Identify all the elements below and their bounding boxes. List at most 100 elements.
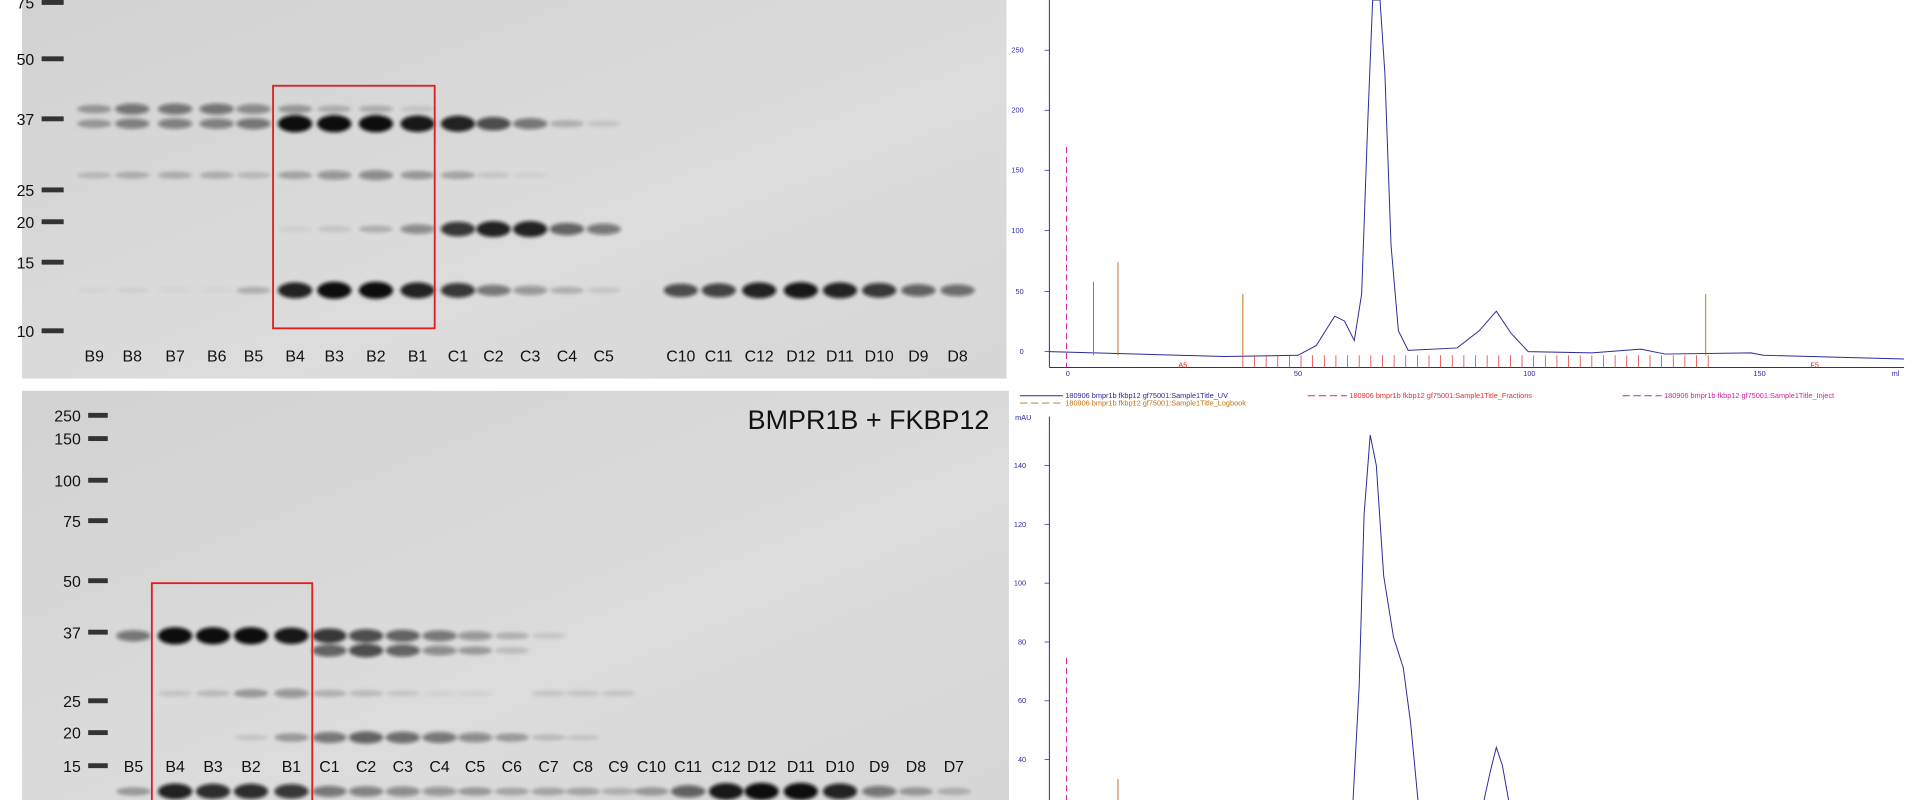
band [476,221,511,238]
band [317,226,352,233]
lane-label: B5 [244,348,264,365]
lane-label: C12 [745,348,774,365]
band [358,281,394,299]
lane-label: C3 [393,759,413,776]
band [822,783,858,800]
band [400,105,435,113]
lane-label: B4 [285,348,305,365]
band [233,734,269,741]
band [77,171,112,179]
y-tick-label: 80 [1018,637,1026,646]
band [936,787,972,796]
marker-label: 50 [63,574,81,591]
y-tick-label: 60 [1018,696,1026,705]
y-tick-label: 200 [1011,106,1023,115]
bottom-chromatogram [1048,416,1510,800]
band [233,689,269,698]
lane-label: C12 [712,759,741,776]
band [348,786,384,797]
band [513,221,548,238]
bands [77,103,975,800]
band [77,288,111,293]
y-tick-label: 0 [1020,347,1024,356]
band [940,284,975,297]
band [457,646,493,655]
lane-label: D11 [787,759,815,776]
gel-title: BMPR1B + FKBP12 [748,405,990,435]
marker-label: 50 [17,52,35,69]
band [513,285,548,295]
band [200,288,234,293]
x-tick-label: 100 [1523,369,1535,378]
top-chromatogram [1048,0,1905,369]
band [115,103,150,115]
band [422,732,457,744]
band [199,103,234,115]
lane-label: C10 [637,759,666,776]
ladder-band [41,0,64,5]
ladder-band [41,187,64,193]
band [494,647,529,654]
band [274,733,309,742]
band [358,105,394,113]
band [783,282,818,299]
y-tick-label: 100 [1014,579,1026,588]
band [77,119,112,129]
x-tick-label: 50 [1294,369,1302,378]
band [277,171,313,180]
lane-label: B9 [85,348,105,365]
band [531,734,566,741]
band [358,225,394,233]
lane-label: C8 [573,759,593,776]
band [385,690,420,697]
ladder-band [88,477,108,483]
band [422,645,457,656]
band [586,120,621,127]
marker-label: 150 [54,432,81,449]
top-gel [22,0,1007,379]
band [422,630,457,642]
band [422,690,457,697]
legend-label: 180906 bmpr1b fkbp12 gf75001:Sample1Titl… [1664,391,1834,400]
lane-label: B3 [203,759,223,776]
lane-label: C2 [356,759,376,776]
ladder-band [41,219,64,225]
band [317,115,352,133]
band [195,783,231,800]
band [601,690,636,697]
band [358,170,394,181]
band [400,170,435,180]
band [317,170,352,180]
band [317,105,352,113]
band [312,732,347,744]
band [236,118,271,130]
lane-label: D12 [786,348,815,365]
band [457,732,493,743]
band [157,690,193,697]
lane-label: C1 [319,759,339,776]
lane-label: D7 [944,759,964,776]
band [115,118,150,129]
legend-label: 180906 bmpr1b fkbp12 gf75001:Sample1Titl… [1349,391,1532,400]
marker-label: 20 [63,726,81,743]
band [440,221,476,237]
band [157,783,193,800]
band [385,644,420,657]
ladder-band [88,578,108,584]
band [233,627,269,645]
band [601,787,636,796]
lane-label: D8 [906,759,926,776]
band [158,288,192,293]
band [744,782,779,800]
ladder-band [41,56,64,62]
lane-label: B1 [408,348,428,365]
ladder-band [88,412,108,418]
lane-label: D11 [826,348,854,365]
y-tick-label: 140 [1014,461,1026,470]
band [385,629,420,642]
band [901,284,936,297]
logbook-markers [1092,262,1707,356]
band [742,282,777,299]
lane-label: C9 [608,759,628,776]
lane-label: C4 [557,348,577,365]
